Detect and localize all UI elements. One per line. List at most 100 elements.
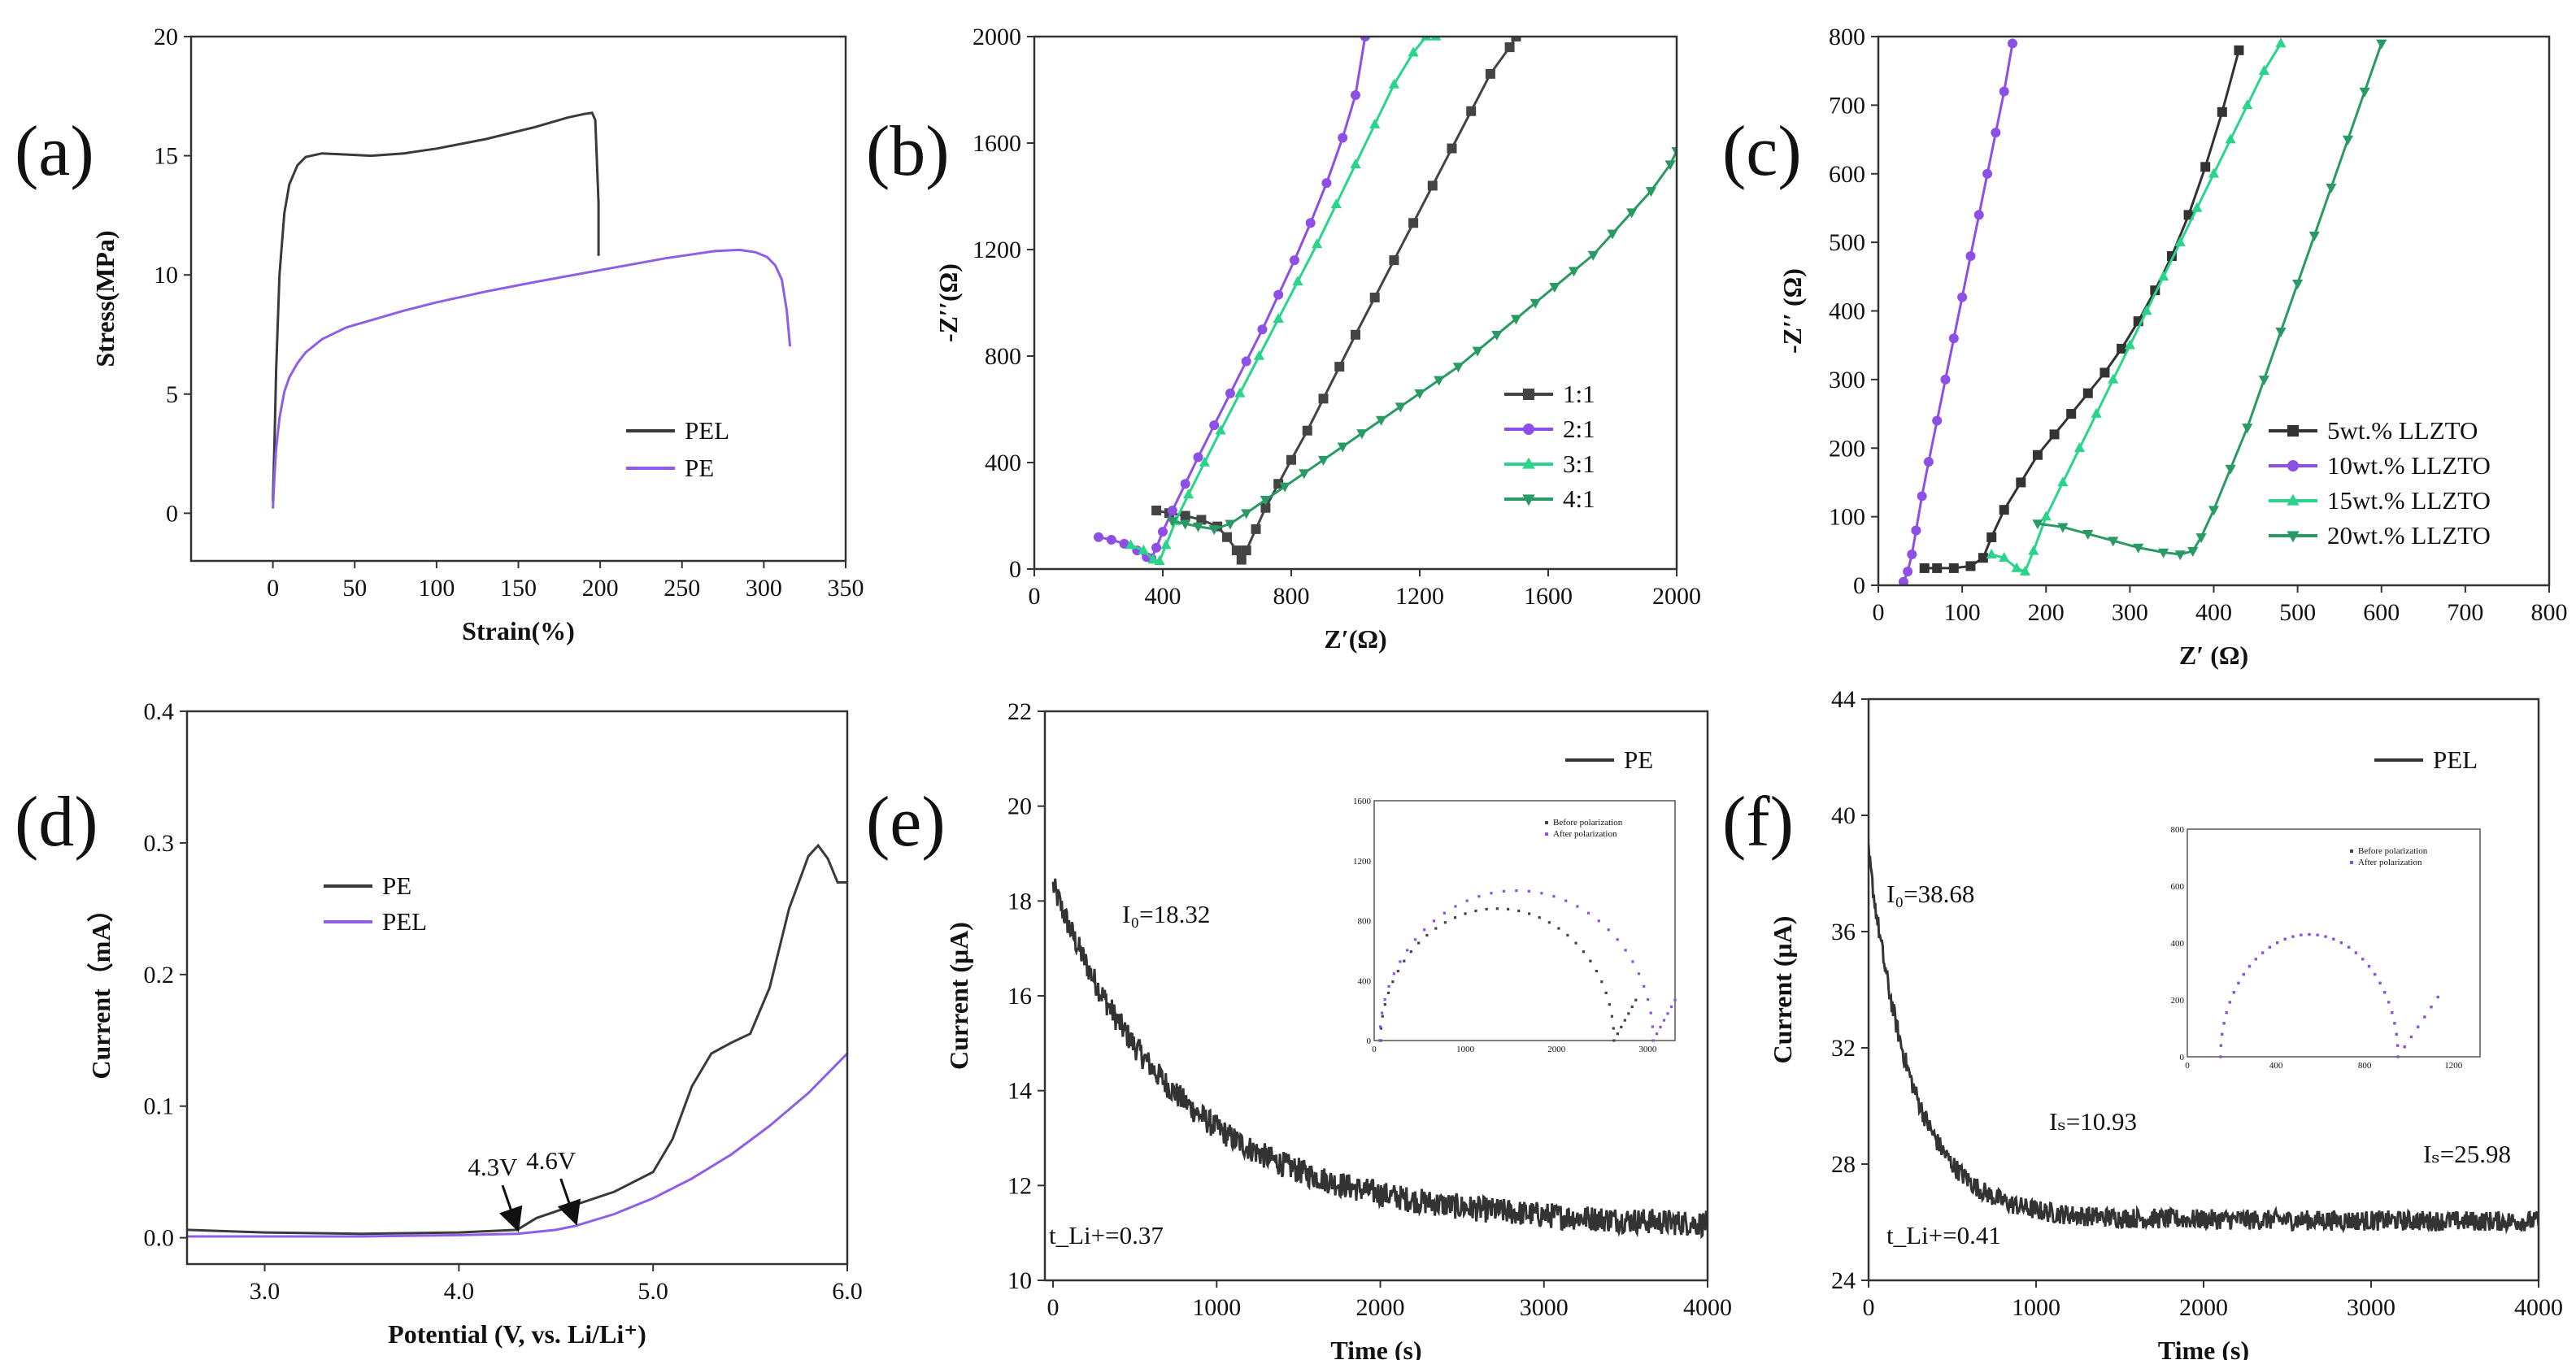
series-4-1-point [1569,267,1580,277]
x-tick-label: 600 [2363,599,2400,626]
series-20wt-llzto-point [2174,550,2186,561]
panel-label-f: (f) [1722,783,1794,862]
inset-point [1443,921,1447,924]
inset-point [2378,981,2382,984]
inset-point [2283,937,2287,941]
inset-point [1582,950,1586,954]
inset-point [2383,991,2387,994]
inset-legend-label: After polarization [2358,858,2422,867]
inset-point [1651,1039,1655,1042]
series-2-1-point [1094,532,1103,542]
series-3-1-point [1330,198,1342,209]
series-1-1-point [1334,362,1345,372]
series-15wt-llzto-point [2057,476,2069,487]
series-1-1-point [1151,505,1162,515]
inset-point [1399,960,1402,963]
inset-point [1391,980,1395,984]
x-tick-label: 3000 [1520,1294,1569,1321]
inset-point [1600,980,1603,984]
series-15wt-llzto-point [1999,552,2010,563]
x-tick-label: 300 [2112,599,2148,626]
series-4-1-point [1192,522,1204,532]
x-tick-label: 4000 [2514,1294,2563,1321]
inset-point [1474,909,1477,913]
panel-f-annotations: I₀=38.68 Iₛ=25.98 t_Li+=0.41 0 400 800 1200 0 20… [1886,825,2511,1249]
panel-label-e: (e) [866,783,946,862]
inset-point [1432,919,1436,923]
inset-point [1623,1019,1626,1022]
series-4-1-point [1414,389,1425,400]
series-4-1-point [1279,482,1290,493]
inset-point [2374,973,2377,976]
x-tick-label: 800 [2531,599,2568,626]
inset-y-tick: 400 [2171,939,2185,949]
inset-point [1673,998,1677,1002]
series-15wt-llzto-point [2158,271,2169,281]
inset-y-tick: 1200 [1353,857,1372,867]
inset-point [2396,1055,2400,1058]
series-15wt-llzto-line [1991,42,2282,574]
series-3-1-point [1312,238,1323,249]
x-tick-label: 0 [267,575,279,602]
y-axis-label: -Z′′(Ω) [933,263,963,342]
x-tick-label: 2000 [2179,1294,2228,1321]
inset-point [1417,941,1421,945]
series-20wt-llzto-point [2082,529,2094,540]
series-20wt-llzto-point [2275,328,2287,338]
legend-20wt-llzto-label: 20wt.% LLZTO [2327,521,2491,550]
inset-point [1649,1011,1652,1015]
y-tick-label: 0.2 [144,962,175,988]
plot-frame [185,710,849,1266]
y-tick-label: 28 [1831,1151,1856,1178]
y-tick-label: 22 [1007,698,1032,725]
inset-legend-marker [1545,821,1548,824]
series-1-1-point [1231,545,1242,556]
series-5wt-llzto-point [2183,210,2194,220]
series-15wt-llzto-point [2091,407,2102,418]
series-2-1-point [1119,538,1129,549]
legend-20wt-llzto-marker [2287,531,2300,543]
series-1-1-point [1485,68,1495,79]
inset-point [2348,945,2351,949]
inset-point [2436,995,2439,999]
plot-frame [1877,35,2551,587]
annotation-is: Iₛ=25.98 [2423,1140,2511,1168]
inset-point [2221,1032,2224,1036]
x-tick-label: 2000 [1356,1294,1405,1321]
series-15wt-llzto-point [2275,37,2287,48]
series-5wt-llzto-point [2016,477,2026,488]
series-4-1-point [1671,147,1677,158]
inset-point [2237,981,2240,984]
inset-point [2219,1044,2222,1047]
inset-x-tick: 1200 [2444,1061,2463,1071]
inset-point [1612,1039,1616,1042]
inset-point [2396,1044,2400,1047]
y-axis-label: Current (μA) [1768,916,1797,1064]
plot-frame [189,35,847,563]
plot-area [187,843,847,1238]
inset-point [1574,941,1577,945]
annotation-i0: I₀=38.68 [1886,880,1974,908]
series-4-1-point [1299,469,1310,480]
y-tick-label: 600 [1829,161,1865,188]
series-10wt-llzto-line [1902,43,2014,583]
plot-area [1869,844,2539,1235]
inset-point [1380,1011,1384,1015]
series-2-1-point [1193,452,1203,463]
series-4-1-point [1180,519,1191,530]
inset-legend-marker [2350,849,2353,853]
series-1-1-point [1260,502,1271,513]
series-5wt-llzto-point [1932,563,1943,573]
series-3-1-point [1234,387,1246,398]
inset-x-tick: 3000 [1638,1045,1657,1054]
series-1-1-point [1302,425,1312,436]
y-tick-label: 36 [1831,919,1856,945]
series-1-1-point [1318,393,1329,404]
series-2-1-point [1106,534,1116,545]
inset-point [1517,909,1521,913]
series-10wt-llzto-point [1957,292,1968,302]
series-5wt-llzto-point [2082,388,2093,398]
y-tick-label: 18 [1007,888,1032,915]
inset-point [1624,949,1627,952]
inset-point [1507,907,1510,911]
